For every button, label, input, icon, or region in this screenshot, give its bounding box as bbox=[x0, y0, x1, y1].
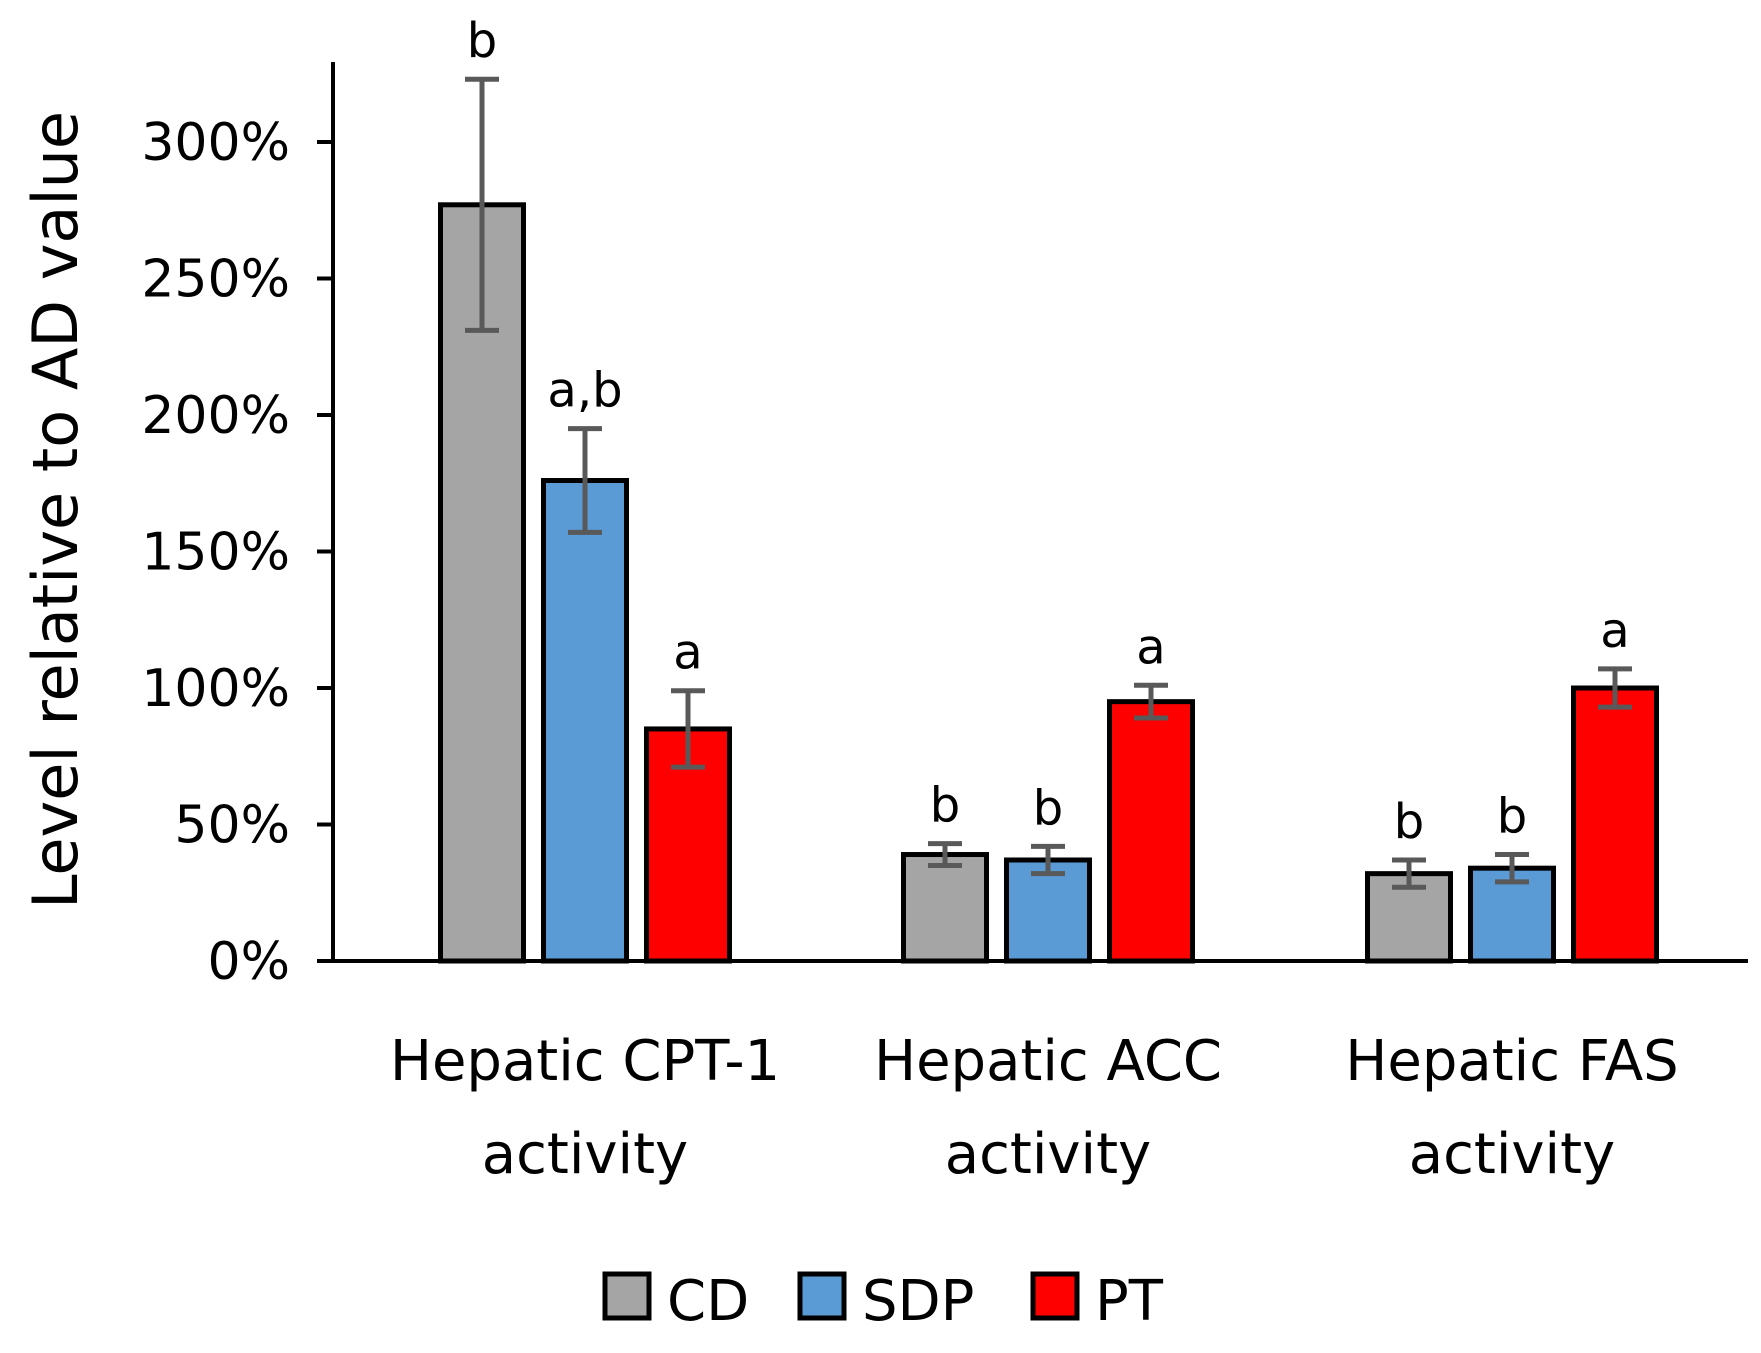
y-tick-label: 300% bbox=[141, 113, 290, 173]
legend-swatch-pt bbox=[1030, 1271, 1080, 1321]
significance-label: b bbox=[1033, 780, 1063, 836]
significance-label: b bbox=[1497, 789, 1527, 845]
y-tick-label: 250% bbox=[141, 250, 290, 310]
category-label: activity bbox=[1409, 1122, 1615, 1187]
bar-pt-2 bbox=[1571, 685, 1659, 964]
category-label: Hepatic ACC bbox=[874, 1029, 1222, 1094]
significance-label: b bbox=[930, 778, 960, 834]
category-label: activity bbox=[945, 1122, 1151, 1187]
bar-cd-1 bbox=[901, 852, 989, 964]
category-label: Hepatic FAS bbox=[1345, 1029, 1678, 1094]
bar-pt-1 bbox=[1107, 699, 1195, 964]
legend-label-cd: CD bbox=[667, 1269, 749, 1334]
significance-label: b bbox=[1394, 794, 1424, 850]
y-tick-label: 200% bbox=[141, 386, 290, 446]
legend-swatch-cd bbox=[602, 1271, 652, 1321]
category-label: activity bbox=[482, 1122, 688, 1187]
bar-sdp-0 bbox=[541, 478, 629, 964]
category-label: Hepatic CPT-1 bbox=[390, 1029, 780, 1094]
y-tick-label: 100% bbox=[141, 659, 290, 719]
legend-swatch-sdp bbox=[797, 1271, 847, 1321]
significance-label: a bbox=[673, 625, 702, 681]
significance-label: a bbox=[1600, 603, 1629, 659]
significance-label: a,b bbox=[547, 363, 622, 419]
y-axis-title: Level relative to AD value bbox=[19, 111, 92, 909]
legend-label-sdp: SDP bbox=[862, 1269, 974, 1334]
y-tick-label: 150% bbox=[141, 523, 290, 583]
y-tick-label: 50% bbox=[174, 796, 290, 856]
significance-label: b bbox=[467, 13, 497, 69]
y-tick-label: 0% bbox=[208, 932, 291, 992]
significance-label: a bbox=[1136, 619, 1165, 675]
legend-label-pt: PT bbox=[1095, 1269, 1164, 1334]
